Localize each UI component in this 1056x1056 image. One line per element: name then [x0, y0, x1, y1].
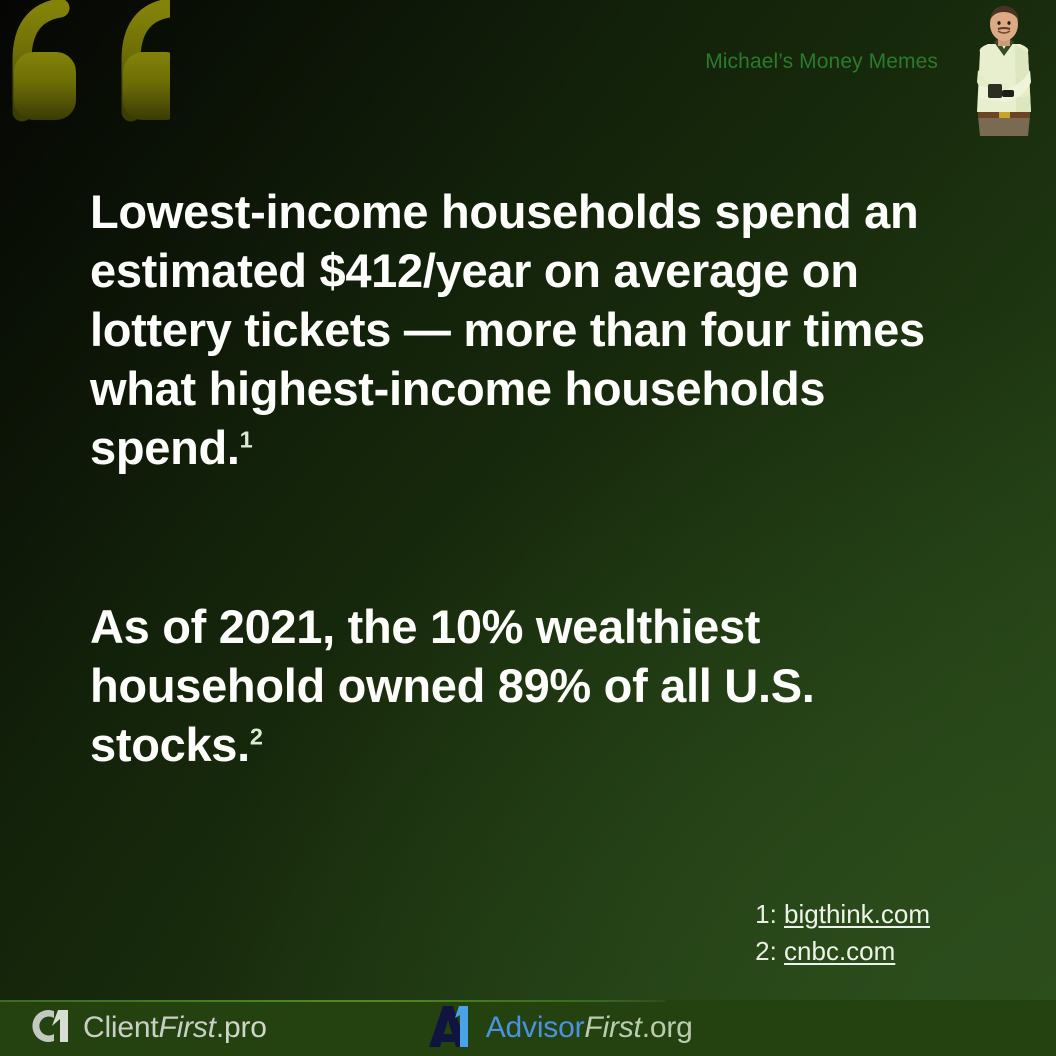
- body-text: As of 2021, the 10% wealthiest household…: [90, 600, 761, 712]
- c1-monogram-icon: [28, 1007, 74, 1050]
- footer-bar: ClientFirst.pro AdvisorFirst.org: [0, 1000, 1056, 1056]
- footnote-marker: 2: [249, 723, 263, 750]
- paragraph-lottery-stat: Lowest-income households spend an estima…: [90, 182, 970, 477]
- cf-part2: First: [158, 1011, 217, 1044]
- brand-header: Michael’s Money Memes: [705, 50, 938, 74]
- body-text: Lowest-income households spend an estima…: [90, 185, 919, 297]
- a1-monogram-icon: [427, 1004, 477, 1053]
- citation-row: 2: cnbc.com: [755, 933, 930, 970]
- af-part1: Advisor: [485, 1011, 585, 1044]
- logo-clientfirst[interactable]: ClientFirst.pro: [28, 1007, 267, 1050]
- host-portrait-image: [958, 4, 1050, 136]
- emphasis-text: lottery tickets: [90, 303, 392, 356]
- citation-number: 1:: [755, 899, 785, 929]
- logo-advisorfirst[interactable]: AdvisorFirst.org: [427, 1004, 693, 1053]
- citation-number: 2:: [755, 936, 785, 966]
- body-text: what highest-income households spend.: [90, 362, 826, 474]
- cf-part3: .pro: [215, 1011, 267, 1044]
- footnote-marker: 1: [239, 426, 253, 453]
- open-quote-mark-icon: [10, 0, 185, 144]
- brand-title: Michael’s Money Memes: [705, 50, 938, 73]
- logo-advisorfirst-text: AdvisorFirst.org: [486, 1011, 693, 1045]
- emphasis-text: $412: [319, 244, 423, 297]
- logo-clientfirst-text: ClientFirst.pro: [83, 1011, 267, 1045]
- footer-divider: [0, 1000, 665, 1002]
- citation-link[interactable]: cnbc.com: [784, 936, 896, 966]
- af-part3: .org: [641, 1011, 693, 1044]
- paragraph-stock-ownership-stat: As of 2021, the 10% wealthiest household…: [90, 597, 970, 774]
- cf-part1: Client: [83, 1011, 159, 1044]
- body-text: /year on average on: [422, 244, 859, 297]
- af-part2: First: [584, 1011, 642, 1044]
- body-text: — more than: [391, 303, 701, 356]
- citation-link[interactable]: bigthink.com: [784, 899, 930, 929]
- citation-row: 1: bigthink.com: [755, 896, 930, 933]
- emphasis-text: U.S. stocks: [90, 659, 815, 771]
- body-text: .: [237, 718, 250, 771]
- citation-list: 1: bigthink.com 2: cnbc.com: [755, 896, 930, 970]
- emphasis-text: four times: [700, 303, 926, 356]
